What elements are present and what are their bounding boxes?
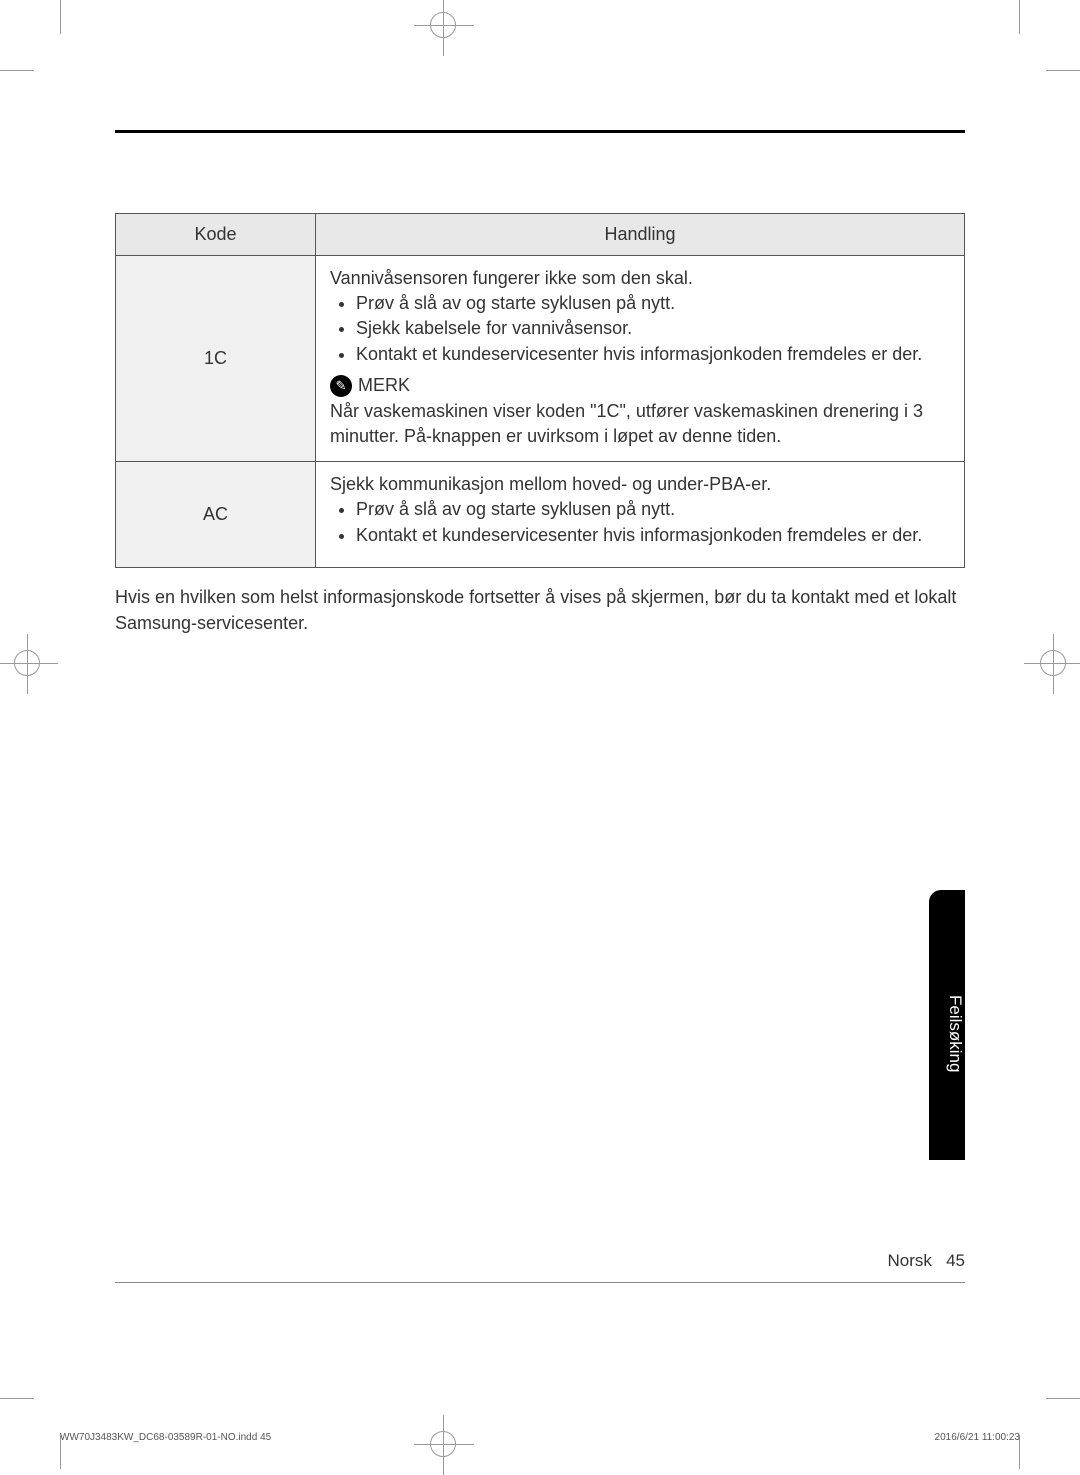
binding-registration-mark	[430, 12, 456, 38]
section-rule	[115, 130, 965, 133]
action-cell: Sjekk kommunikasjon mellom hoved- og und…	[316, 462, 965, 568]
binding-registration-mark	[1040, 650, 1066, 676]
crop-mark	[1046, 1398, 1080, 1399]
error-codes-table: Kode Handling 1C Vannivåsensoren fungere…	[115, 213, 965, 568]
note-icon: ✎	[330, 375, 352, 397]
binding-registration-mark	[430, 1431, 456, 1457]
code-cell: 1C	[116, 256, 316, 462]
crop-mark	[0, 1398, 34, 1399]
page-content: Kode Handling 1C Vannivåsensoren fungere…	[115, 130, 965, 636]
action-bullet-list: Prøv å slå av og starte syklusen på nytt…	[330, 291, 950, 366]
table-header-action: Handling	[316, 214, 965, 256]
action-heading: Vannivåsensoren fungerer ikke som den sk…	[330, 268, 950, 289]
note-label-text: MERK	[358, 375, 410, 396]
page-number: 45	[946, 1251, 965, 1270]
crop-mark	[60, 0, 61, 34]
code-cell: AC	[116, 462, 316, 568]
table-row: AC Sjekk kommunikasjon mellom hoved- og …	[116, 462, 965, 568]
action-bullet: Sjekk kabelsele for vannivåsensor.	[356, 316, 950, 340]
page-footer: Norsk 45	[888, 1251, 966, 1271]
page-language-label: Norsk	[888, 1251, 932, 1270]
crop-mark	[1046, 70, 1080, 71]
action-heading: Sjekk kommunikasjon mellom hoved- og und…	[330, 474, 950, 495]
action-bullet: Kontakt et kundeservicesenter hvis infor…	[356, 342, 950, 366]
action-bullet: Prøv å slå av og starte syklusen på nytt…	[356, 497, 950, 521]
action-bullet: Prøv å slå av og starte syklusen på nytt…	[356, 291, 950, 315]
note-block: ✎ MERK Når vaskemaskinen viser koden "1C…	[330, 374, 950, 449]
action-cell: Vannivåsensoren fungerer ikke som den sk…	[316, 256, 965, 462]
crop-mark	[0, 70, 34, 71]
note-label: ✎ MERK	[330, 375, 410, 397]
binding-registration-mark	[14, 650, 40, 676]
table-row: 1C Vannivåsensoren fungerer ikke som den…	[116, 256, 965, 462]
print-filename: WW70J3483KW_DC68-03589R-01-NO.indd 45	[60, 1432, 271, 1443]
page-footer-rule	[115, 1282, 965, 1283]
print-timestamp: 2016/6/21 11:00:23	[935, 1432, 1020, 1443]
section-side-tab: Feilsøking	[929, 890, 965, 1160]
action-bullet: Kontakt et kundeservicesenter hvis infor…	[356, 523, 950, 547]
footer-paragraph: Hvis en hvilken som helst informasjonsko…	[115, 584, 965, 636]
crop-mark	[1019, 0, 1020, 34]
table-header-code: Kode	[116, 214, 316, 256]
action-bullet-list: Prøv å slå av og starte syklusen på nytt…	[330, 497, 950, 547]
note-text: Når vaskemaskinen viser koden "1C", utfø…	[330, 399, 950, 449]
